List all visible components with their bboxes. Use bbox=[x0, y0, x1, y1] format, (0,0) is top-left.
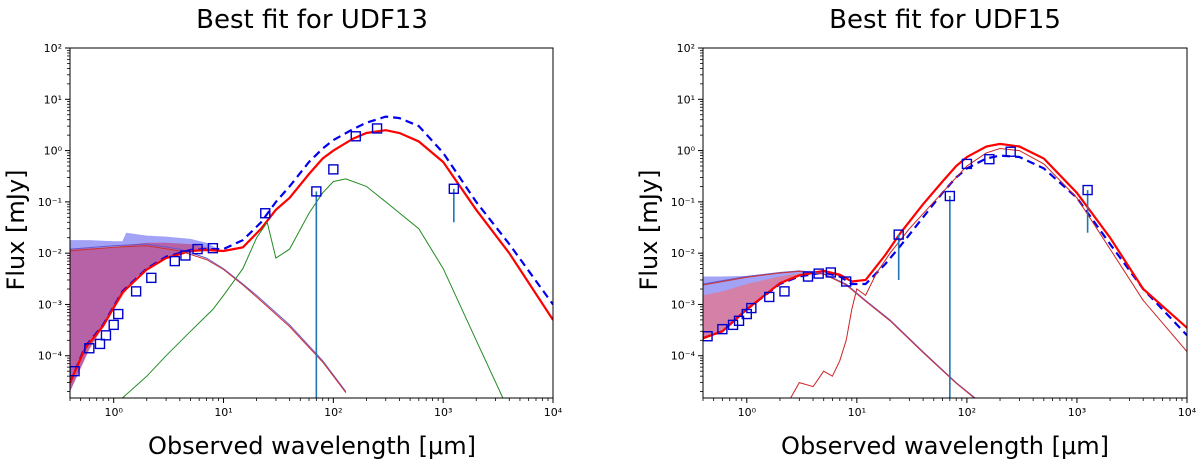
plot-frame bbox=[702, 47, 1188, 399]
x-tick-label: 10⁴ bbox=[1178, 406, 1197, 419]
data-point bbox=[746, 302, 757, 314]
data-point bbox=[311, 186, 322, 197]
y-tick-label: 10⁻² bbox=[671, 247, 695, 260]
y-tick-label: 10⁰ bbox=[677, 145, 696, 158]
series-line-blue-dashed bbox=[70, 115, 553, 384]
data-point bbox=[328, 164, 339, 175]
panel-udf13: Best fit for UDF13 Observed wavelength [… bbox=[2, 5, 563, 460]
data-point bbox=[94, 338, 106, 350]
data-point bbox=[169, 255, 180, 267]
y-tick-label: 10⁻¹ bbox=[38, 196, 62, 209]
y-tick-label: 10² bbox=[677, 42, 695, 55]
x-tick-label: 10⁴ bbox=[544, 406, 563, 419]
x-tick-label: 10³ bbox=[434, 406, 452, 419]
data-point bbox=[260, 208, 271, 219]
panel-udf15: Best fit for UDF15 Observed wavelength [… bbox=[635, 5, 1197, 460]
data-point bbox=[733, 315, 745, 327]
y-tick-label: 10⁰ bbox=[44, 145, 63, 158]
data-point bbox=[371, 123, 383, 134]
data-point bbox=[108, 319, 119, 331]
x-tick-label: 10² bbox=[324, 406, 342, 419]
y-tick-label: 10¹ bbox=[44, 93, 62, 106]
x-tick-label: 10⁰ bbox=[738, 406, 757, 419]
data-point bbox=[764, 291, 775, 303]
series-line-stellar-blue-thin bbox=[70, 243, 347, 392]
y-tick-label: 10⁻² bbox=[38, 247, 62, 260]
data-point bbox=[1082, 184, 1093, 196]
plot-area bbox=[70, 115, 553, 398]
data-point bbox=[130, 286, 142, 297]
data-point bbox=[961, 158, 973, 170]
data-point bbox=[84, 343, 95, 354]
chart-title: Best fit for UDF13 bbox=[196, 5, 428, 35]
data-point bbox=[840, 276, 852, 287]
y-tick-label: 10² bbox=[44, 42, 62, 55]
series-line-stellar-red-thin bbox=[703, 270, 975, 398]
y-axis-label: Flux [mJy] bbox=[635, 170, 663, 291]
series-line-blue-dashed bbox=[703, 154, 1187, 340]
series-line-red-solid bbox=[703, 142, 1187, 340]
data-point bbox=[944, 190, 956, 202]
data-point bbox=[717, 323, 728, 335]
series-line-red-solid bbox=[70, 129, 553, 384]
series-line-red-thin bbox=[790, 147, 1187, 398]
x-tick-label: 10³ bbox=[1068, 406, 1086, 419]
plot-frame bbox=[69, 47, 554, 399]
uncertainty-band-1 bbox=[70, 242, 219, 392]
y-tick-label: 10⁻⁴ bbox=[671, 350, 696, 363]
chart-title: Best fit for UDF15 bbox=[829, 5, 1061, 35]
x-axis-label: Observed wavelength [μm] bbox=[148, 432, 476, 460]
y-axis-label: Flux [mJy] bbox=[2, 170, 30, 291]
x-tick-label: 10⁰ bbox=[104, 406, 123, 419]
series-line-stellar-blue-thin bbox=[703, 270, 976, 398]
x-axis-label: Observed wavelength [μm] bbox=[781, 432, 1109, 460]
data-point bbox=[207, 242, 219, 254]
uncertainty-band-1 bbox=[703, 272, 840, 339]
plot-area bbox=[703, 142, 1187, 398]
y-tick-label: 10⁻³ bbox=[38, 298, 62, 311]
y-tick-label: 10⁻³ bbox=[671, 298, 695, 311]
series-line-stellar-red-thin bbox=[70, 245, 347, 394]
data-point bbox=[100, 330, 112, 341]
data-point bbox=[802, 271, 814, 282]
x-tick-label: 10¹ bbox=[848, 406, 866, 419]
data-point bbox=[180, 250, 191, 261]
data-point bbox=[113, 308, 124, 320]
data-point bbox=[813, 268, 824, 279]
data-point bbox=[825, 267, 837, 278]
y-tick-label: 10¹ bbox=[677, 93, 695, 106]
data-point bbox=[984, 153, 995, 165]
data-point bbox=[192, 243, 203, 255]
data-point bbox=[1005, 146, 1016, 157]
data-point bbox=[893, 229, 904, 240]
data-point bbox=[350, 131, 361, 142]
data-point bbox=[146, 272, 157, 284]
x-tick-label: 10² bbox=[958, 406, 976, 419]
x-tick-label: 10¹ bbox=[214, 406, 232, 419]
y-tick-label: 10⁻⁴ bbox=[38, 350, 63, 363]
y-tick-label: 10⁻¹ bbox=[671, 196, 695, 209]
series-line-green-thin bbox=[122, 178, 504, 398]
data-point bbox=[448, 183, 460, 194]
data-point bbox=[779, 286, 790, 297]
